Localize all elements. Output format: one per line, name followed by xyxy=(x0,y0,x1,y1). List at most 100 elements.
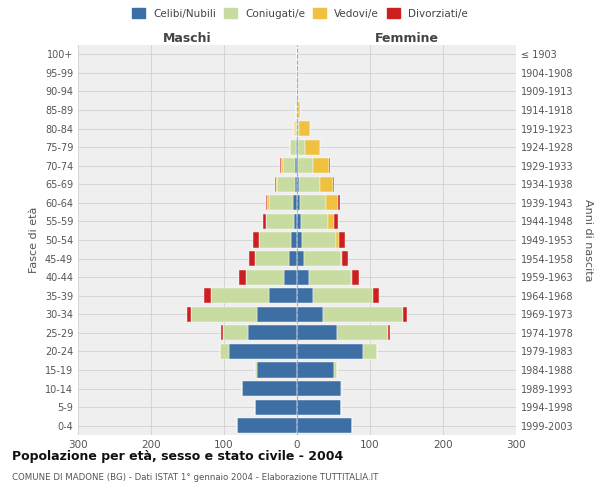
Bar xyxy=(249,251,254,266)
Bar xyxy=(277,176,295,192)
Bar xyxy=(221,325,223,340)
Bar xyxy=(334,362,337,378)
Bar xyxy=(298,140,305,155)
Bar xyxy=(284,270,297,285)
Bar xyxy=(275,176,276,192)
Bar xyxy=(351,270,352,285)
Bar xyxy=(323,306,403,322)
Bar xyxy=(248,325,297,340)
Bar xyxy=(295,158,297,174)
Bar xyxy=(297,251,304,266)
Bar xyxy=(191,306,257,322)
Bar xyxy=(259,232,291,248)
Bar xyxy=(304,251,341,266)
Bar xyxy=(334,214,338,229)
Bar xyxy=(338,232,345,248)
Bar xyxy=(297,102,298,118)
Bar xyxy=(223,325,248,340)
Bar xyxy=(187,306,191,322)
Bar xyxy=(269,195,293,210)
Bar xyxy=(297,65,298,80)
Bar xyxy=(203,288,211,304)
Text: COMUNE DI MADONE (BG) - Dati ISTAT 1° gennaio 2004 - Elaborazione TUTTITALIA.IT: COMUNE DI MADONE (BG) - Dati ISTAT 1° ge… xyxy=(12,472,379,482)
Bar xyxy=(328,214,334,229)
Bar xyxy=(280,158,281,174)
Bar xyxy=(297,84,298,99)
Bar xyxy=(294,214,297,229)
Bar xyxy=(254,251,289,266)
Bar xyxy=(297,195,300,210)
Bar xyxy=(342,251,348,266)
Bar xyxy=(297,400,341,415)
Bar xyxy=(267,195,269,210)
Bar xyxy=(320,176,333,192)
Bar xyxy=(281,158,283,174)
Bar xyxy=(291,232,297,248)
Bar xyxy=(283,158,295,174)
Bar xyxy=(266,214,294,229)
Bar xyxy=(297,158,298,174)
Bar xyxy=(338,195,340,210)
Bar xyxy=(276,176,277,192)
Text: Maschi: Maschi xyxy=(163,32,212,45)
Bar xyxy=(299,176,320,192)
Bar xyxy=(373,288,379,304)
Bar xyxy=(297,344,362,359)
Bar xyxy=(403,306,407,322)
Bar xyxy=(333,176,334,192)
Bar xyxy=(298,102,300,118)
Bar xyxy=(341,381,342,396)
Bar xyxy=(341,251,342,266)
Bar xyxy=(329,158,330,174)
Bar xyxy=(266,195,267,210)
Bar xyxy=(295,121,297,136)
Bar xyxy=(211,288,269,304)
Bar xyxy=(298,158,313,174)
Bar xyxy=(297,176,299,192)
Bar xyxy=(297,140,298,155)
Bar xyxy=(337,325,388,340)
Text: Popolazione per età, sesso e stato civile - 2004: Popolazione per età, sesso e stato civil… xyxy=(12,450,343,463)
Bar xyxy=(302,232,335,248)
Bar xyxy=(294,121,295,136)
Bar xyxy=(297,214,301,229)
Bar xyxy=(220,344,229,359)
Text: Femmine: Femmine xyxy=(374,32,439,45)
Bar xyxy=(296,102,297,118)
Bar xyxy=(352,270,359,285)
Bar xyxy=(239,270,246,285)
Y-axis label: Anni di nascita: Anni di nascita xyxy=(583,198,593,281)
Y-axis label: Fasce di età: Fasce di età xyxy=(29,207,39,273)
Bar xyxy=(297,288,313,304)
Bar xyxy=(289,251,297,266)
Bar xyxy=(246,270,284,285)
Bar xyxy=(297,362,334,378)
Bar xyxy=(335,232,338,248)
Bar xyxy=(313,288,373,304)
Bar xyxy=(326,195,338,210)
Bar xyxy=(297,121,299,136)
Bar xyxy=(254,362,257,378)
Bar xyxy=(297,418,352,434)
Bar xyxy=(297,232,302,248)
Bar xyxy=(293,195,297,210)
Bar xyxy=(254,400,297,415)
Bar xyxy=(269,288,297,304)
Bar xyxy=(301,214,328,229)
Bar xyxy=(257,362,297,378)
Bar xyxy=(290,140,296,155)
Bar xyxy=(263,214,266,229)
Bar xyxy=(229,344,297,359)
Bar xyxy=(297,306,323,322)
Bar xyxy=(308,270,351,285)
Bar xyxy=(299,121,310,136)
Bar xyxy=(362,344,377,359)
Bar xyxy=(300,195,326,210)
Bar xyxy=(257,306,297,322)
Bar xyxy=(297,381,341,396)
Bar xyxy=(305,140,320,155)
Bar xyxy=(296,140,297,155)
Legend: Celibi/Nubili, Coniugati/e, Vedovi/e, Divorziati/e: Celibi/Nubili, Coniugati/e, Vedovi/e, Di… xyxy=(129,5,471,21)
Bar xyxy=(253,232,259,248)
Bar xyxy=(295,176,297,192)
